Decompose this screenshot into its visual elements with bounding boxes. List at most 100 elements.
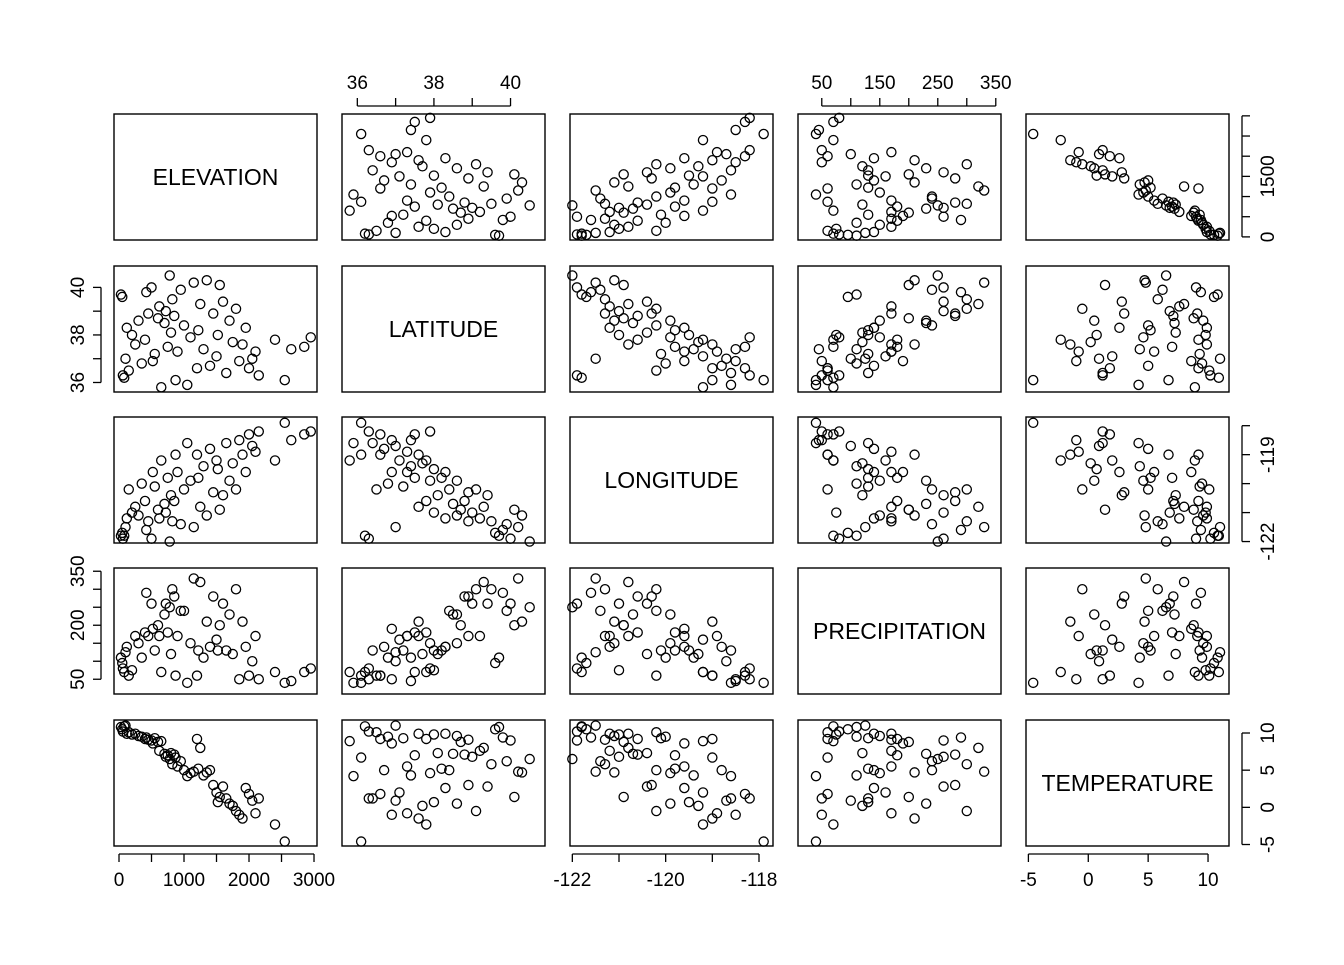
data-point xyxy=(599,213,611,224)
y-tick-label: -122 xyxy=(1258,523,1279,561)
data-point xyxy=(688,179,699,190)
data-point xyxy=(567,270,578,281)
data-point xyxy=(660,217,671,229)
data-point xyxy=(1194,348,1205,360)
data-point xyxy=(874,475,886,486)
data-point xyxy=(725,645,737,656)
data-point xyxy=(1065,154,1076,166)
data-point xyxy=(211,634,222,645)
data-point xyxy=(851,731,862,742)
data-point xyxy=(1071,434,1082,446)
data-point xyxy=(279,677,291,689)
data-point xyxy=(938,167,949,178)
data-point xyxy=(880,787,891,798)
data-point xyxy=(1065,616,1076,627)
data-point xyxy=(932,753,944,765)
data-point xyxy=(286,343,297,355)
data-point xyxy=(243,429,255,440)
data-point xyxy=(1152,294,1163,305)
data-point xyxy=(505,735,516,746)
data-point xyxy=(585,214,597,226)
data-point xyxy=(1089,475,1100,486)
data-point xyxy=(390,440,401,452)
data-point xyxy=(599,583,611,595)
data-point xyxy=(862,329,874,341)
data-point xyxy=(378,764,390,776)
data-point xyxy=(926,320,938,331)
data-point xyxy=(955,214,967,226)
data-point xyxy=(455,619,466,631)
data-point xyxy=(355,196,367,208)
data-point xyxy=(1114,466,1125,478)
data-point xyxy=(401,195,413,206)
data-point xyxy=(250,630,261,642)
data-point xyxy=(669,627,681,638)
data-point xyxy=(1200,507,1211,518)
diagonal-label-precipitation: PRECIPITATION xyxy=(813,618,986,644)
data-point xyxy=(1134,179,1146,190)
data-point xyxy=(417,800,428,812)
data-point xyxy=(436,763,447,774)
data-point xyxy=(721,795,732,806)
diagonal-label-temperature: TEMPERATURE xyxy=(1041,770,1213,796)
data-point xyxy=(949,495,961,507)
data-point xyxy=(398,209,409,220)
data-point xyxy=(463,173,474,184)
data-point xyxy=(123,727,135,738)
y-tick-label: 0 xyxy=(1258,802,1279,813)
data-point xyxy=(632,334,643,345)
data-point xyxy=(903,279,915,291)
panel-latitude-longitude xyxy=(569,265,774,393)
data-point xyxy=(655,732,667,744)
panel-temperature-precipitation xyxy=(797,719,1002,847)
data-point xyxy=(359,721,371,732)
data-point xyxy=(851,217,862,229)
data-point xyxy=(810,770,822,782)
data-point xyxy=(665,315,676,326)
data-point xyxy=(609,275,620,286)
data-point xyxy=(1193,495,1204,507)
data-point xyxy=(693,161,704,172)
data-point xyxy=(398,481,409,492)
data-point xyxy=(857,336,868,348)
data-point xyxy=(627,317,639,329)
data-point xyxy=(862,472,874,484)
data-point xyxy=(868,152,880,164)
data-point xyxy=(230,484,242,495)
data-point xyxy=(299,666,310,678)
data-point xyxy=(386,210,398,222)
data-point xyxy=(1189,205,1201,216)
data-point xyxy=(874,332,886,343)
data-point xyxy=(822,225,833,237)
data-point xyxy=(920,203,932,214)
data-point xyxy=(711,808,723,819)
data-point xyxy=(938,751,949,763)
data-point xyxy=(497,587,509,599)
data-point xyxy=(279,836,291,847)
data-point xyxy=(632,215,643,227)
data-point xyxy=(623,221,634,233)
x-tick-label: 1000 xyxy=(163,870,205,891)
data-point xyxy=(133,510,144,521)
data-point xyxy=(367,437,378,449)
data-point xyxy=(455,504,466,515)
data-point xyxy=(130,339,141,350)
data-point xyxy=(463,630,474,642)
data-point xyxy=(1106,171,1118,182)
data-point xyxy=(1203,484,1215,495)
data-point xyxy=(1163,449,1174,460)
x-tick-label: 2000 xyxy=(228,870,270,891)
data-point xyxy=(739,150,751,162)
data-point xyxy=(355,128,367,140)
y-tick-label: 50 xyxy=(68,669,89,690)
data-point xyxy=(146,282,157,293)
panel-precipitation-temperature xyxy=(1025,567,1230,695)
data-point xyxy=(599,294,611,305)
data-point xyxy=(707,374,718,386)
data-point xyxy=(707,670,718,681)
data-point xyxy=(973,298,984,310)
data-point xyxy=(451,219,463,231)
data-point xyxy=(466,751,478,763)
data-point xyxy=(451,475,463,486)
panel-elevation-temperature xyxy=(1025,113,1230,241)
